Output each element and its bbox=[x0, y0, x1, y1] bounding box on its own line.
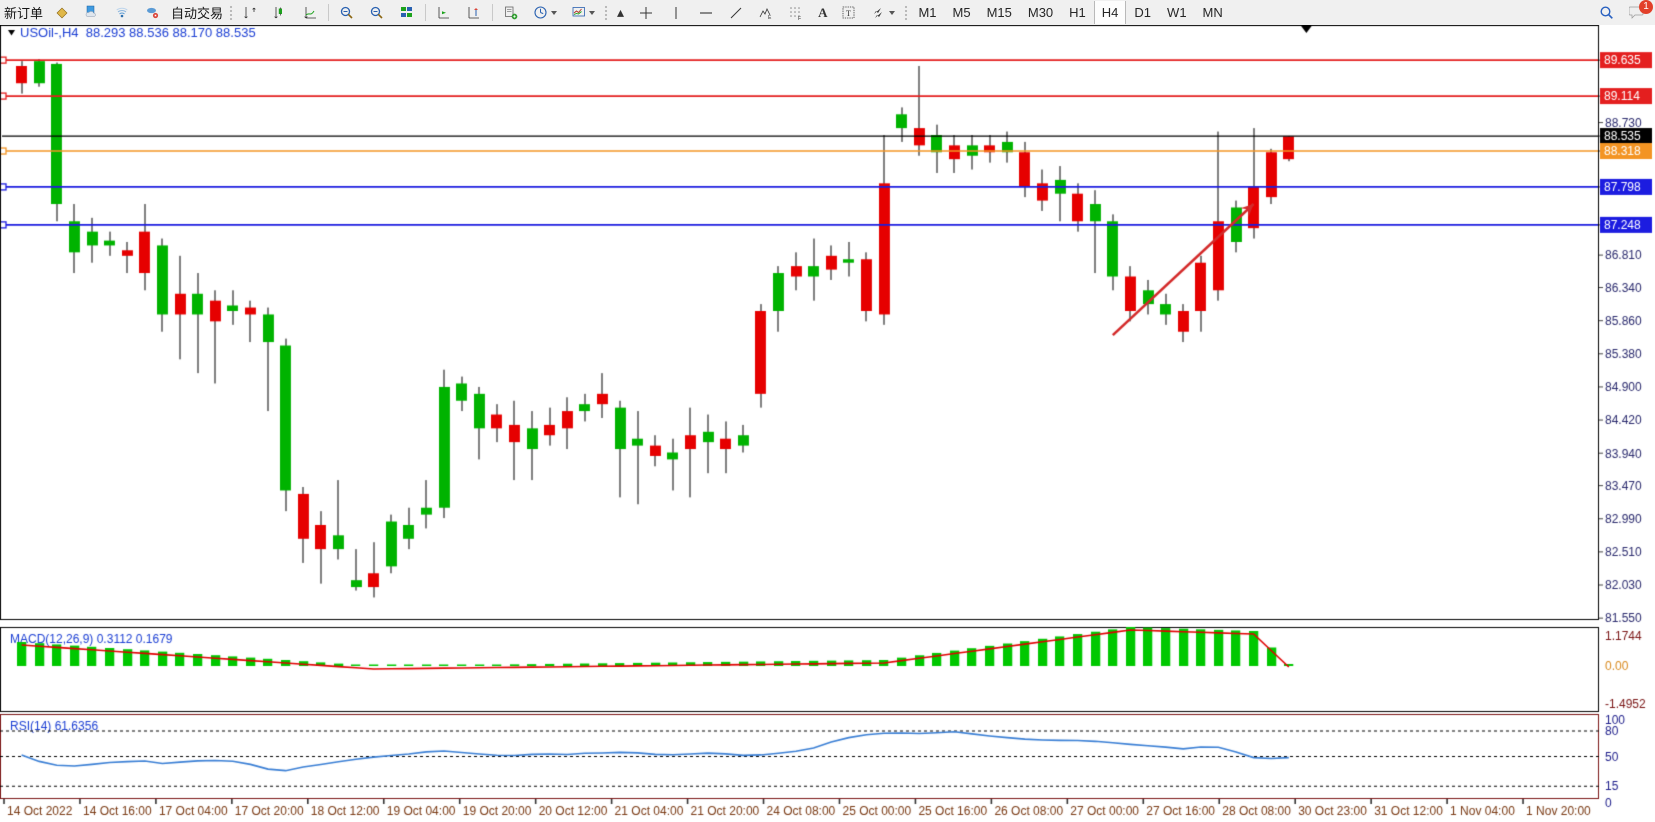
svg-text:E: E bbox=[768, 15, 772, 21]
svg-text:T: T bbox=[846, 9, 851, 18]
svg-text:F: F bbox=[798, 16, 801, 21]
